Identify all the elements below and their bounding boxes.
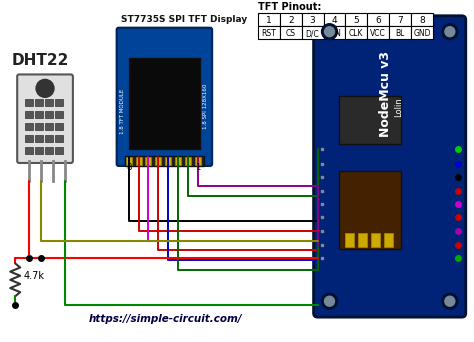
Bar (128, 57, 200, 149)
FancyBboxPatch shape (17, 75, 73, 163)
Text: 2: 2 (288, 16, 293, 25)
Bar (55, 99, 63, 106)
Text: 6: 6 (375, 16, 381, 25)
Text: 4.7k: 4.7k (23, 271, 44, 281)
Text: 1: 1 (196, 163, 201, 172)
Bar (125, 156, 204, 166)
Bar (346, 26, 367, 39)
Bar (35, 111, 43, 118)
FancyBboxPatch shape (117, 28, 212, 166)
Text: https://simple-circuit.com/: https://simple-circuit.com/ (89, 314, 242, 324)
Bar (136, 157, 142, 165)
Bar (55, 123, 63, 130)
Text: CLK: CLK (349, 29, 364, 38)
Bar (35, 135, 43, 142)
Bar (195, 157, 201, 165)
Bar (45, 135, 53, 142)
Circle shape (325, 296, 335, 306)
Bar (301, 26, 324, 39)
Bar (55, 135, 63, 142)
Bar (280, 13, 301, 26)
Bar (25, 147, 33, 154)
Text: 1: 1 (266, 16, 272, 25)
Text: CS: CS (286, 29, 296, 38)
Text: TFT Pinout:: TFT Pinout: (258, 2, 321, 12)
Text: VCC: VCC (370, 29, 386, 38)
Bar (339, 171, 401, 249)
Bar (35, 147, 43, 154)
Bar (25, 99, 33, 106)
Text: BL: BL (395, 29, 405, 38)
Bar (175, 157, 181, 165)
Bar (126, 157, 132, 165)
Bar (411, 13, 433, 26)
Text: 7: 7 (397, 16, 403, 25)
Text: 1.8 SPI 128X160: 1.8 SPI 128X160 (203, 84, 208, 130)
Text: 5: 5 (354, 16, 359, 25)
Bar (280, 26, 301, 39)
Bar (45, 147, 53, 154)
Bar (367, 26, 389, 39)
Bar (35, 123, 43, 130)
Bar (373, 20, 405, 34)
Text: Lolin: Lolin (395, 97, 404, 117)
Text: RST: RST (262, 29, 276, 38)
Text: DIN: DIN (328, 29, 341, 38)
Bar (346, 233, 355, 247)
Circle shape (445, 27, 455, 37)
Bar (155, 157, 162, 165)
Bar (35, 99, 43, 106)
Bar (25, 135, 33, 142)
Bar (25, 123, 33, 130)
Text: ST7735S SPI TFT Display: ST7735S SPI TFT Display (120, 15, 247, 24)
Bar (258, 26, 280, 39)
Text: DHT22: DHT22 (11, 53, 69, 67)
Bar (301, 13, 324, 26)
Bar (389, 26, 411, 39)
Bar (146, 157, 152, 165)
Circle shape (445, 296, 455, 306)
Bar (45, 123, 53, 130)
Bar (55, 111, 63, 118)
Text: 8: 8 (419, 16, 425, 25)
Bar (55, 147, 63, 154)
Circle shape (325, 27, 335, 37)
Text: GND: GND (413, 29, 431, 38)
Bar (165, 157, 172, 165)
Bar (25, 111, 33, 118)
Bar (45, 111, 53, 118)
Bar (367, 13, 389, 26)
Bar (411, 26, 433, 39)
Circle shape (36, 79, 54, 97)
Circle shape (442, 24, 458, 40)
Text: D/C: D/C (306, 29, 319, 38)
Bar (384, 233, 393, 247)
Bar (371, 233, 380, 247)
Bar (324, 26, 346, 39)
Bar (339, 96, 401, 144)
Text: 8: 8 (126, 163, 131, 172)
FancyBboxPatch shape (314, 16, 466, 317)
Circle shape (321, 24, 337, 40)
Bar (185, 157, 191, 165)
Bar (324, 13, 346, 26)
Bar (346, 13, 367, 26)
Text: 3: 3 (310, 16, 316, 25)
Text: 1.8 TFT MODULE: 1.8 TFT MODULE (120, 89, 125, 134)
Text: NodeMcu v3: NodeMcu v3 (379, 51, 392, 137)
Circle shape (321, 293, 337, 309)
Bar (258, 13, 280, 26)
Circle shape (442, 293, 458, 309)
Bar (358, 233, 367, 247)
Bar (45, 99, 53, 106)
Bar (389, 13, 411, 26)
Text: 4: 4 (332, 16, 337, 25)
